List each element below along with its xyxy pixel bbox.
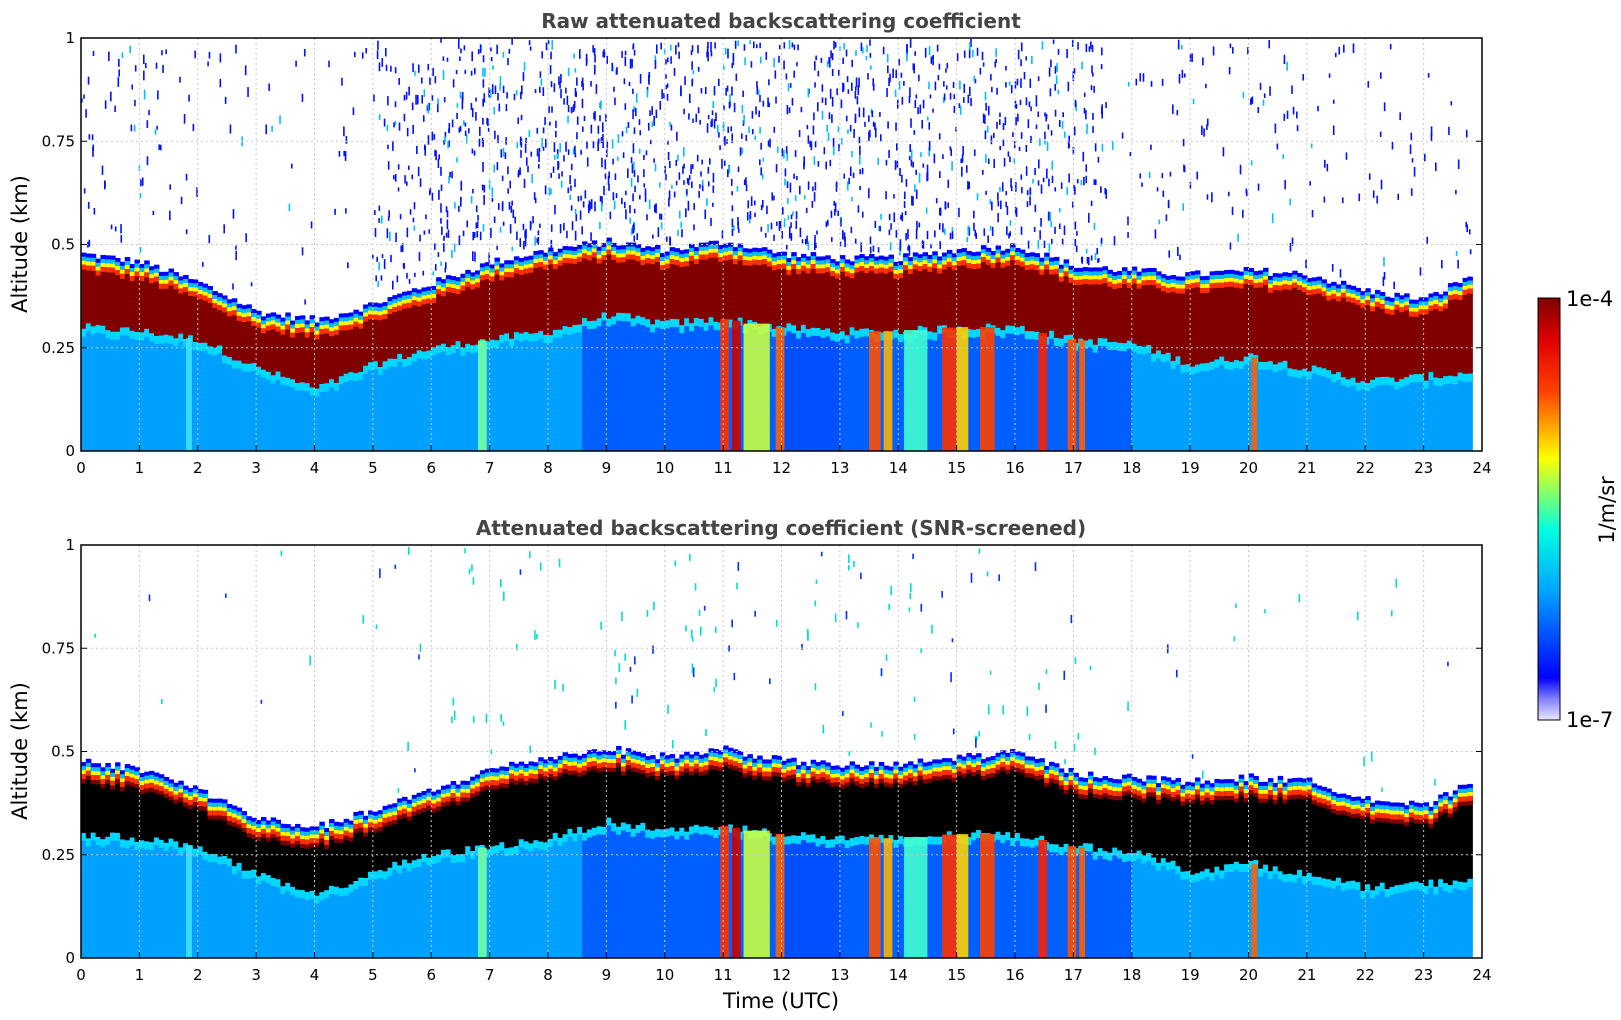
screened-y-ticks: 0 0.25 0.5 0.75 1 <box>42 536 1482 967</box>
y-tick-label: 0.75 <box>42 639 75 657</box>
x-axis-label: Time (UTC) <box>722 989 839 1013</box>
x-tick-label: 14 <box>889 966 908 984</box>
colorbar-max-label: 1e-4 <box>1566 287 1613 311</box>
x-tick-label: 17 <box>1064 966 1083 984</box>
x-tick-label: 20 <box>1239 966 1258 984</box>
screened-gridlines <box>81 545 1482 958</box>
raw-x-ticks: 0 1 2 3 4 5 6 7 8 9 10 11 12 13 14 15 16 17 18 19 20 21 22 23 24 <box>76 445 1492 477</box>
screened-heatmap <box>81 546 1473 958</box>
x-tick-label: 8 <box>543 459 553 477</box>
screened-panel-title: Attenuated backscattering coefficient (S… <box>476 516 1086 540</box>
x-tick-label: 5 <box>368 966 378 984</box>
x-tick-label: 19 <box>1181 459 1200 477</box>
y-tick-label: 0.25 <box>42 846 75 864</box>
x-tick-label: 6 <box>426 966 436 984</box>
x-tick-label: 24 <box>1472 459 1491 477</box>
x-tick-label: 3 <box>251 966 261 984</box>
x-tick-label: 6 <box>426 459 436 477</box>
colorbar-unit-label: 1/m/sr <box>1595 476 1619 544</box>
x-tick-label: 2 <box>193 459 203 477</box>
y-tick-label: 1 <box>65 536 75 554</box>
x-tick-label: 19 <box>1181 966 1200 984</box>
x-tick-label: 12 <box>772 459 791 477</box>
screened-y-axis-label: Altitude (km) <box>8 682 32 820</box>
x-tick-label: 4 <box>310 966 320 984</box>
x-tick-label: 22 <box>1356 966 1375 984</box>
x-tick-label: 8 <box>543 966 553 984</box>
x-tick-label: 3 <box>251 459 261 477</box>
x-tick-label: 18 <box>1122 966 1141 984</box>
x-tick-label: 21 <box>1297 966 1316 984</box>
x-tick-label: 9 <box>602 966 612 984</box>
x-tick-label: 5 <box>368 459 378 477</box>
x-tick-label: 21 <box>1297 459 1316 477</box>
x-tick-label: 22 <box>1356 459 1375 477</box>
x-tick-label: 24 <box>1472 966 1491 984</box>
y-tick-label: 0 <box>65 442 75 460</box>
screened-x-ticks: 0 1 2 3 4 5 6 7 8 9 10 11 12 13 14 15 16 17 18 19 20 21 22 23 24 <box>76 952 1492 984</box>
y-tick-label: 0.25 <box>42 339 75 357</box>
x-tick-label: 15 <box>947 966 966 984</box>
x-tick-label: 15 <box>947 459 966 477</box>
raw-backscatter-panel: Raw attenuated backscattering coefficien… <box>8 9 1492 477</box>
x-tick-label: 23 <box>1414 459 1433 477</box>
raw-y-ticks: 0 0.25 0.5 0.75 1 <box>42 29 1482 460</box>
screened-backscatter-panel: Attenuated backscattering coefficient (S… <box>8 516 1492 1013</box>
x-tick-label: 20 <box>1239 459 1258 477</box>
colorbar: 1e-4 1e-7 1/m/sr <box>1537 287 1619 732</box>
x-tick-label: 17 <box>1064 459 1083 477</box>
x-tick-label: 0 <box>76 966 86 984</box>
x-tick-label: 10 <box>655 966 674 984</box>
x-tick-label: 7 <box>485 459 495 477</box>
x-tick-label: 11 <box>714 966 733 984</box>
x-tick-label: 9 <box>602 459 612 477</box>
x-tick-label: 2 <box>193 966 203 984</box>
y-tick-label: 0.5 <box>51 236 75 254</box>
raw-gridlines <box>81 38 1482 451</box>
colorbar-min-label: 1e-7 <box>1566 708 1613 732</box>
x-tick-label: 16 <box>1005 966 1024 984</box>
x-tick-label: 7 <box>485 966 495 984</box>
colorbar-gradient <box>1537 297 1561 721</box>
x-tick-label: 13 <box>830 459 849 477</box>
x-tick-label: 1 <box>135 966 145 984</box>
x-tick-label: 12 <box>772 966 791 984</box>
x-tick-label: 11 <box>714 459 733 477</box>
raw-y-axis-label: Altitude (km) <box>8 175 32 313</box>
raw-heatmap <box>81 38 1473 451</box>
y-tick-label: 0.75 <box>42 132 75 150</box>
x-tick-label: 4 <box>310 459 320 477</box>
x-tick-label: 10 <box>655 459 674 477</box>
y-tick-label: 1 <box>65 29 75 47</box>
x-tick-label: 18 <box>1122 459 1141 477</box>
x-tick-label: 1 <box>135 459 145 477</box>
x-tick-label: 16 <box>1005 459 1024 477</box>
raw-panel-title: Raw attenuated backscattering coefficien… <box>541 9 1021 33</box>
x-tick-label: 14 <box>889 459 908 477</box>
x-tick-label: 0 <box>76 459 86 477</box>
x-tick-label: 23 <box>1414 966 1433 984</box>
y-tick-label: 0.5 <box>51 743 75 761</box>
y-tick-label: 0 <box>65 949 75 967</box>
x-tick-label: 13 <box>830 966 849 984</box>
